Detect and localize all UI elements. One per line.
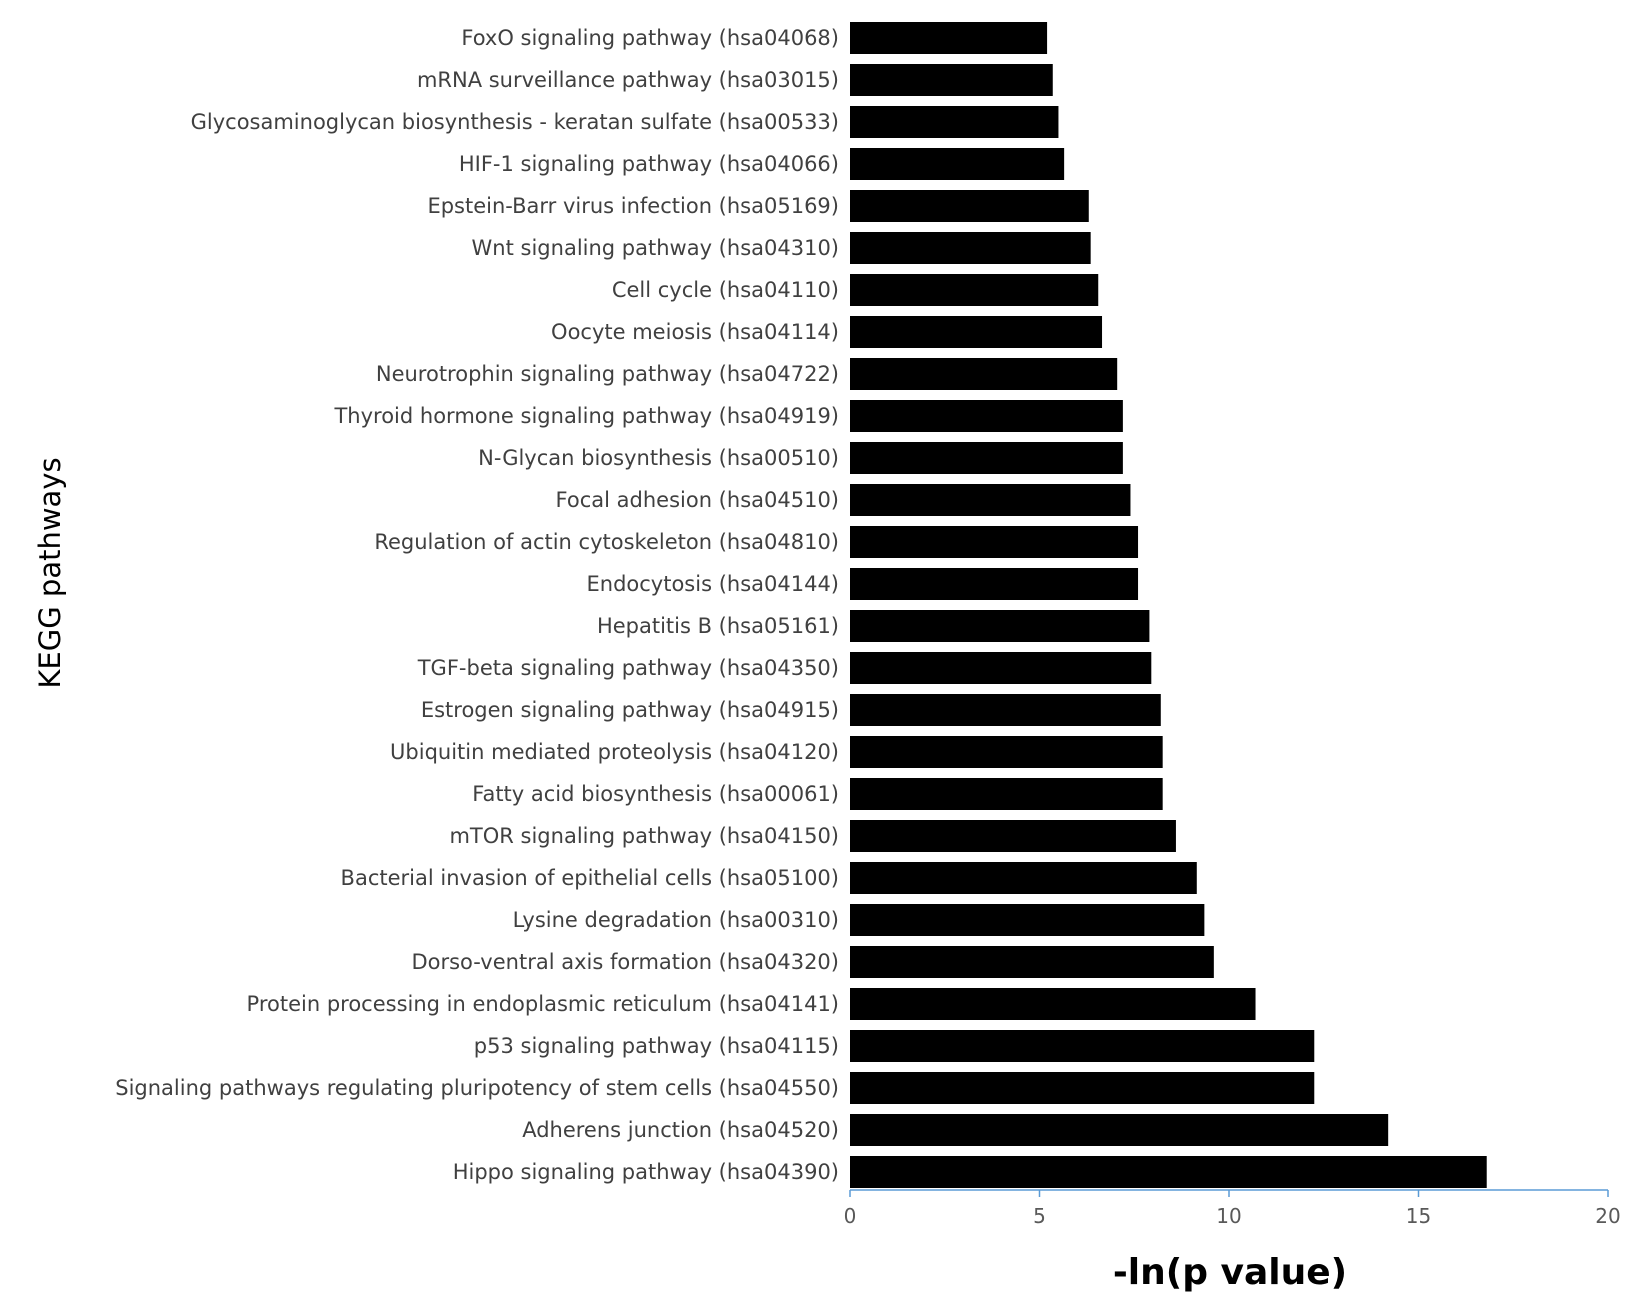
category-label: Hepatitis B (hsa05161) bbox=[597, 614, 839, 638]
category-label: Cell cycle (hsa04110) bbox=[612, 278, 839, 302]
category-label: Adherens junction (hsa04520) bbox=[522, 1118, 839, 1142]
bar bbox=[850, 22, 1048, 54]
x-tick-label: 15 bbox=[1406, 1204, 1431, 1228]
category-label: Wnt signaling pathway (hsa04310) bbox=[472, 236, 839, 260]
category-label: Estrogen signaling pathway (hsa04915) bbox=[421, 698, 839, 722]
bar bbox=[850, 400, 1123, 432]
bars bbox=[850, 22, 1487, 1188]
bar bbox=[850, 358, 1118, 390]
bar bbox=[850, 904, 1205, 936]
bar bbox=[850, 1114, 1389, 1146]
bar bbox=[850, 1030, 1315, 1062]
x-tick-label: 5 bbox=[1033, 1204, 1046, 1228]
category-label: mTOR signaling pathway (hsa04150) bbox=[449, 824, 839, 848]
category-label: Regulation of actin cytoskeleton (hsa048… bbox=[374, 530, 839, 554]
bar bbox=[850, 316, 1103, 348]
category-label: Thyroid hormone signaling pathway (hsa04… bbox=[333, 404, 839, 428]
x-tick-label: 20 bbox=[1595, 1204, 1620, 1228]
category-label: Ubiquitin mediated proteolysis (hsa04120… bbox=[390, 740, 839, 764]
bar bbox=[850, 148, 1065, 180]
category-label: Focal adhesion (hsa04510) bbox=[556, 488, 839, 512]
category-label: Lysine degradation (hsa00310) bbox=[513, 908, 839, 932]
y-axis-title: KEGG pathways bbox=[33, 457, 67, 688]
bar bbox=[850, 652, 1152, 684]
bar bbox=[850, 610, 1150, 642]
bar bbox=[850, 1072, 1315, 1104]
category-label: HIF-1 signaling pathway (hsa04066) bbox=[459, 152, 839, 176]
bar bbox=[850, 820, 1176, 852]
x-tick-label: 0 bbox=[844, 1204, 857, 1228]
bar bbox=[850, 64, 1053, 96]
bar bbox=[850, 274, 1099, 306]
category-label: Glycosaminoglycan biosynthesis - keratan… bbox=[191, 110, 839, 134]
category-label: TGF-beta signaling pathway (hsa04350) bbox=[417, 656, 839, 680]
category-label: Neurotrophin signaling pathway (hsa04722… bbox=[376, 362, 839, 386]
category-label: mRNA surveillance pathway (hsa03015) bbox=[417, 68, 839, 92]
x-axis-title: -ln(p value) bbox=[1113, 1252, 1347, 1293]
category-label: Oocyte meiosis (hsa04114) bbox=[551, 320, 839, 344]
bar bbox=[850, 106, 1059, 138]
category-label: Protein processing in endoplasmic reticu… bbox=[247, 992, 839, 1016]
category-label: N-Glycan biosynthesis (hsa00510) bbox=[478, 446, 839, 470]
category-label: p53 signaling pathway (hsa04115) bbox=[474, 1034, 839, 1058]
bar bbox=[850, 778, 1163, 810]
bar bbox=[850, 736, 1163, 768]
category-label: Bacterial invasion of epithelial cells (… bbox=[341, 866, 839, 890]
category-label: Epstein-Barr virus infection (hsa05169) bbox=[427, 194, 839, 218]
bar bbox=[850, 1156, 1487, 1188]
bar bbox=[850, 988, 1256, 1020]
category-label: Endocytosis (hsa04144) bbox=[586, 572, 839, 596]
category-label: Signaling pathways regulating pluripoten… bbox=[115, 1076, 839, 1100]
bar bbox=[850, 484, 1131, 516]
bar bbox=[850, 232, 1091, 264]
bar bbox=[850, 442, 1123, 474]
bar bbox=[850, 694, 1161, 726]
bar bbox=[850, 190, 1089, 222]
bar bbox=[850, 862, 1197, 894]
bar bbox=[850, 526, 1139, 558]
category-labels: FoxO signaling pathway (hsa04068) mRNA su… bbox=[115, 26, 839, 1184]
category-label: FoxO signaling pathway (hsa04068) bbox=[461, 26, 839, 50]
category-label: Hippo signaling pathway (hsa04390) bbox=[453, 1160, 839, 1184]
category-label: Fatty acid biosynthesis (hsa00061) bbox=[472, 782, 839, 806]
x-tick-label: 10 bbox=[1216, 1204, 1241, 1228]
bar bbox=[850, 946, 1214, 978]
x-axis-ticks: 0 5 10 15 20 bbox=[844, 1190, 1621, 1228]
category-label: Dorso-ventral axis formation (hsa04320) bbox=[411, 950, 839, 974]
bar bbox=[850, 568, 1139, 600]
